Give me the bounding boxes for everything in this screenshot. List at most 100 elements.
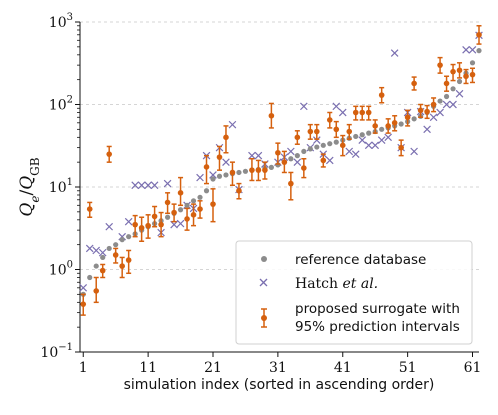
surrogate-marker bbox=[352, 109, 359, 116]
surrogate-marker bbox=[398, 144, 404, 151]
surrogate-point bbox=[216, 145, 223, 171]
hatch-point-stroke bbox=[462, 45, 470, 54]
reference-point bbox=[476, 48, 482, 54]
hatch-point-stroke bbox=[131, 181, 139, 190]
surrogate-marker bbox=[456, 67, 463, 74]
hatch-point bbox=[131, 181, 139, 190]
hatch-point-stroke bbox=[293, 158, 302, 166]
reference-point bbox=[437, 98, 443, 104]
surrogate-marker bbox=[275, 149, 281, 156]
reference-point bbox=[223, 172, 229, 178]
surrogate-marker bbox=[281, 159, 288, 165]
surrogate-marker bbox=[326, 117, 333, 123]
surrogate-point bbox=[223, 125, 229, 154]
surrogate-point bbox=[171, 203, 177, 223]
surrogate-point bbox=[411, 76, 417, 91]
legend-surrogate-label-line1: proposed surrogate with bbox=[295, 301, 460, 317]
y-tick-label: 10−1 bbox=[40, 342, 73, 361]
surrogate-marker bbox=[158, 221, 164, 228]
reference-point bbox=[236, 169, 242, 176]
surrogate-point bbox=[398, 139, 404, 157]
surrogate-point bbox=[249, 158, 255, 182]
surrogate-point bbox=[132, 214, 138, 238]
legend-surrogate-label-line2: 95% prediction intervals bbox=[295, 319, 460, 335]
hatch-point bbox=[351, 150, 360, 158]
legend-hatch-italic: et al. bbox=[343, 276, 379, 292]
hatch-point-stroke bbox=[196, 173, 204, 182]
surrogate-point bbox=[210, 188, 216, 223]
surrogate-point bbox=[320, 153, 327, 168]
hatch-point-stroke bbox=[455, 89, 464, 98]
surrogate-marker bbox=[424, 108, 430, 115]
surrogate-point bbox=[255, 159, 262, 182]
x-tick-label: 41 bbox=[334, 360, 352, 376]
hatch-point bbox=[338, 108, 347, 117]
surrogate-marker bbox=[339, 142, 346, 149]
reference-point bbox=[203, 188, 210, 194]
surrogate-marker bbox=[450, 68, 456, 75]
hatch-point-stroke bbox=[312, 136, 321, 144]
x-tick-label: 61 bbox=[464, 360, 482, 376]
y-tick-exponent: 3 bbox=[67, 12, 73, 23]
surrogate-marker bbox=[320, 157, 327, 164]
surrogate-point bbox=[391, 115, 398, 132]
hatch-point bbox=[222, 158, 230, 166]
surrogate-marker bbox=[417, 107, 424, 114]
surrogate-point bbox=[106, 145, 112, 163]
surrogate-point bbox=[93, 276, 100, 304]
hatch-point bbox=[124, 217, 133, 226]
hatch-point bbox=[105, 222, 114, 231]
hatch-point-stroke bbox=[248, 151, 256, 160]
hatch-point bbox=[293, 158, 302, 166]
reference-point bbox=[314, 144, 320, 150]
hatch-point-stroke bbox=[209, 171, 217, 179]
surrogate-marker bbox=[132, 221, 138, 228]
legend-surrogate-marker bbox=[261, 308, 267, 328]
hatch-point bbox=[312, 136, 321, 144]
y-tick-label: 102 bbox=[49, 95, 73, 114]
hatch-point-stroke bbox=[410, 147, 418, 156]
hatch-point bbox=[92, 246, 101, 255]
surrogate-marker bbox=[385, 123, 391, 129]
hatch-point bbox=[423, 125, 431, 134]
y-axis-title-sub-gb: GB bbox=[28, 157, 42, 176]
hatch-point-stroke bbox=[358, 136, 367, 144]
hatch-point bbox=[137, 181, 146, 190]
hatch-point-stroke bbox=[105, 222, 114, 231]
surrogate-point bbox=[268, 102, 275, 129]
reference-point bbox=[184, 202, 190, 208]
hatch-point bbox=[364, 141, 373, 150]
hatch-point-stroke bbox=[98, 248, 107, 257]
hatch-point-stroke bbox=[423, 125, 431, 134]
x-tick-label: 21 bbox=[204, 360, 222, 376]
surrogate-marker bbox=[145, 222, 151, 229]
reference-point bbox=[288, 156, 294, 162]
surrogate-point bbox=[288, 171, 294, 201]
surrogate-point bbox=[469, 67, 476, 84]
hatch-point bbox=[436, 108, 444, 117]
surrogate-marker bbox=[119, 263, 125, 269]
surrogate-marker bbox=[106, 151, 112, 157]
surrogate-point bbox=[197, 200, 203, 219]
surrogate-marker bbox=[177, 190, 184, 196]
surrogate-marker bbox=[125, 257, 132, 263]
hatch-point bbox=[209, 171, 217, 179]
reference-point bbox=[106, 245, 112, 252]
surrogate-point bbox=[476, 25, 482, 45]
y-tick-exponent: −1 bbox=[58, 342, 73, 353]
hatch-point bbox=[287, 147, 295, 156]
hatch-point-stroke bbox=[137, 181, 146, 190]
reference-point bbox=[301, 148, 307, 155]
hatch-point-stroke bbox=[345, 147, 354, 156]
surrogate-point bbox=[145, 214, 151, 239]
y-tick-base: 10 bbox=[49, 263, 67, 279]
hatch-point bbox=[468, 45, 477, 54]
hatch-point-stroke bbox=[442, 100, 451, 109]
hatch-point-stroke bbox=[150, 181, 159, 190]
surrogate-marker bbox=[346, 128, 353, 135]
surrogate-point bbox=[236, 182, 242, 200]
hatch-point bbox=[144, 181, 152, 190]
y-tick-label: 103 bbox=[49, 12, 73, 31]
